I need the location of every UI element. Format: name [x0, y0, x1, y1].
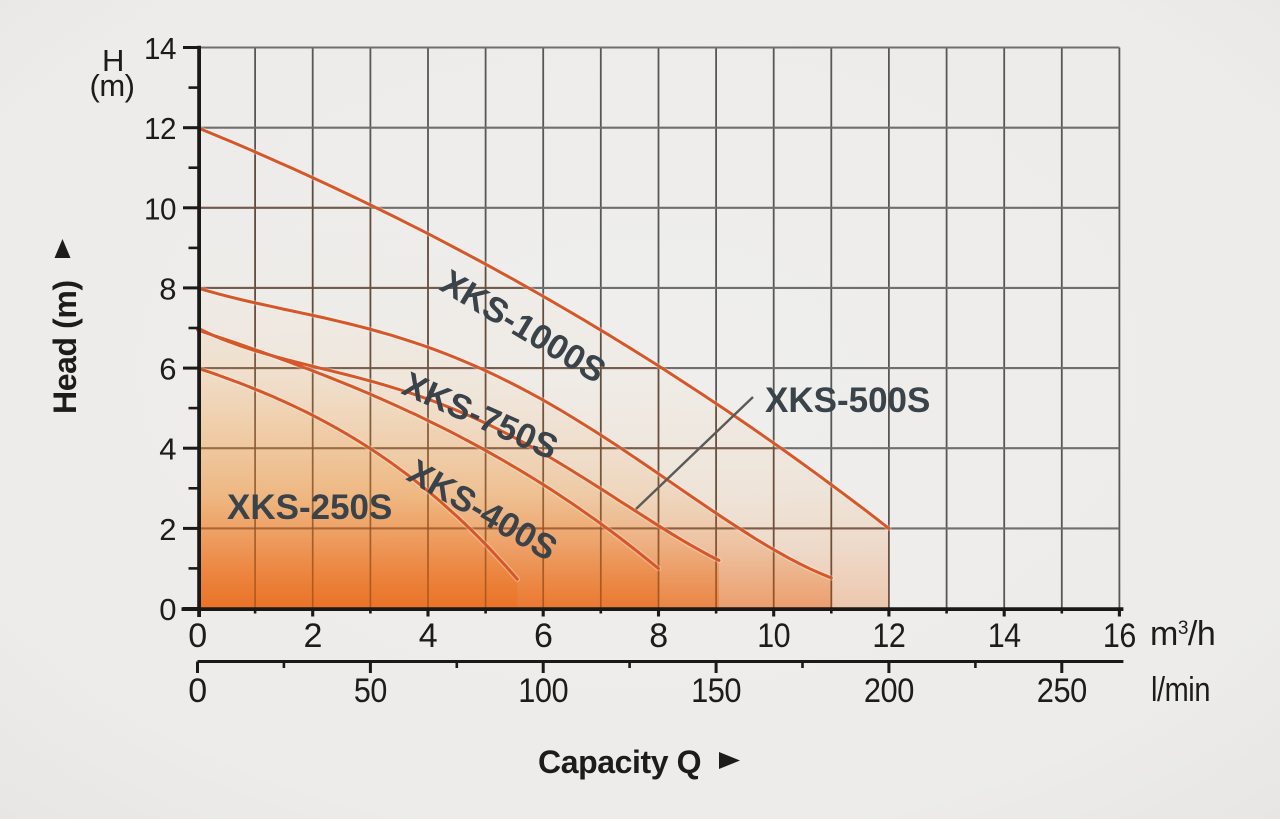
svg-text:6: 6 — [534, 617, 552, 655]
svg-text:8: 8 — [649, 617, 667, 655]
svg-text:10: 10 — [144, 191, 176, 226]
svg-text:14: 14 — [144, 31, 176, 66]
svg-text:H: H — [102, 43, 124, 78]
svg-text:6: 6 — [159, 352, 176, 387]
svg-text:150: 150 — [691, 672, 741, 710]
svg-text:200: 200 — [864, 672, 914, 710]
svg-text:14: 14 — [988, 617, 1021, 655]
svg-text:8: 8 — [159, 271, 176, 306]
svg-text:10: 10 — [757, 617, 790, 655]
svg-text:(m): (m) — [90, 68, 135, 103]
svg-text:XKS-250S: XKS-250S — [227, 488, 392, 527]
svg-text:2: 2 — [159, 512, 176, 547]
svg-text:2: 2 — [303, 617, 321, 655]
svg-text:250: 250 — [1037, 672, 1087, 710]
svg-text:0: 0 — [188, 672, 206, 710]
svg-text:12: 12 — [872, 617, 905, 655]
svg-text:0: 0 — [188, 617, 206, 655]
svg-text:Capacity Q: Capacity Q — [538, 744, 701, 780]
svg-text:0: 0 — [159, 592, 176, 627]
svg-text:100: 100 — [518, 672, 568, 710]
svg-text:16: 16 — [1103, 617, 1136, 655]
svg-text:4: 4 — [159, 432, 176, 467]
svg-text:XKS-500S: XKS-500S — [765, 381, 930, 420]
svg-text:12: 12 — [144, 111, 176, 146]
svg-text:l/min: l/min — [1151, 671, 1210, 709]
svg-text:4: 4 — [419, 617, 437, 655]
svg-text:Head (m): Head (m) — [47, 280, 83, 414]
svg-text:50: 50 — [354, 672, 387, 710]
